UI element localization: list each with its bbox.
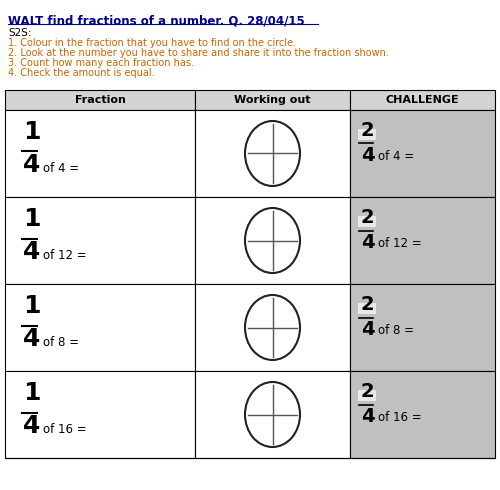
Ellipse shape bbox=[245, 295, 300, 360]
Text: 4: 4 bbox=[361, 232, 374, 251]
Text: 1. Colour in the fraction that you have to find on the circle.: 1. Colour in the fraction that you have … bbox=[8, 38, 296, 48]
Text: of 8 =: of 8 = bbox=[43, 336, 79, 348]
Text: 1: 1 bbox=[23, 206, 40, 230]
Text: 4: 4 bbox=[361, 146, 374, 165]
Bar bbox=[358, 128, 376, 140]
Text: of 16 =: of 16 = bbox=[43, 422, 86, 436]
Bar bbox=[358, 302, 376, 314]
Bar bbox=[358, 216, 376, 226]
Bar bbox=[195, 197, 350, 284]
Text: of 16 =: of 16 = bbox=[378, 411, 422, 423]
Text: 4: 4 bbox=[23, 414, 40, 438]
Bar bbox=[195, 371, 350, 458]
Bar bbox=[350, 284, 495, 371]
Bar bbox=[350, 197, 495, 284]
Bar bbox=[350, 371, 495, 458]
Text: 2: 2 bbox=[361, 294, 374, 314]
Text: 3. Count how many each fraction has.: 3. Count how many each fraction has. bbox=[8, 58, 194, 68]
Bar bbox=[350, 110, 495, 197]
Ellipse shape bbox=[245, 121, 300, 186]
Text: 4: 4 bbox=[361, 407, 374, 425]
Text: WALT find fractions of a number. Q. 28/04/15: WALT find fractions of a number. Q. 28/0… bbox=[8, 14, 305, 27]
Ellipse shape bbox=[245, 382, 300, 447]
Text: of 4 =: of 4 = bbox=[43, 162, 79, 174]
Text: of 8 =: of 8 = bbox=[378, 323, 414, 337]
Text: of 4 =: of 4 = bbox=[378, 149, 414, 163]
Bar bbox=[350, 90, 495, 110]
Text: S2S:: S2S: bbox=[8, 28, 32, 38]
Text: 4: 4 bbox=[23, 326, 40, 350]
Text: 4: 4 bbox=[23, 152, 40, 176]
Text: 4: 4 bbox=[23, 240, 40, 264]
Text: Fraction: Fraction bbox=[74, 95, 126, 105]
Bar bbox=[5, 284, 195, 371]
Bar bbox=[195, 284, 350, 371]
Bar bbox=[195, 90, 350, 110]
Text: 1: 1 bbox=[23, 294, 40, 318]
Bar bbox=[358, 390, 376, 400]
Text: 2: 2 bbox=[361, 207, 374, 226]
Text: 1: 1 bbox=[23, 381, 40, 405]
Text: 4. Check the amount is equal.: 4. Check the amount is equal. bbox=[8, 68, 154, 78]
Text: CHALLENGE: CHALLENGE bbox=[386, 95, 460, 105]
Text: 2. Look at the number you have to share and share it into the fraction shown.: 2. Look at the number you have to share … bbox=[8, 48, 389, 58]
Text: of 12 =: of 12 = bbox=[378, 237, 422, 249]
Bar bbox=[5, 90, 195, 110]
Bar bbox=[5, 371, 195, 458]
Text: of 12 =: of 12 = bbox=[43, 248, 86, 262]
Bar bbox=[5, 197, 195, 284]
Bar bbox=[5, 110, 195, 197]
Text: 2: 2 bbox=[361, 121, 374, 140]
Text: Working out: Working out bbox=[234, 95, 311, 105]
Ellipse shape bbox=[245, 208, 300, 273]
Bar bbox=[195, 110, 350, 197]
Text: 4: 4 bbox=[361, 319, 374, 339]
Text: 1: 1 bbox=[23, 120, 40, 144]
Text: 2: 2 bbox=[361, 382, 374, 400]
